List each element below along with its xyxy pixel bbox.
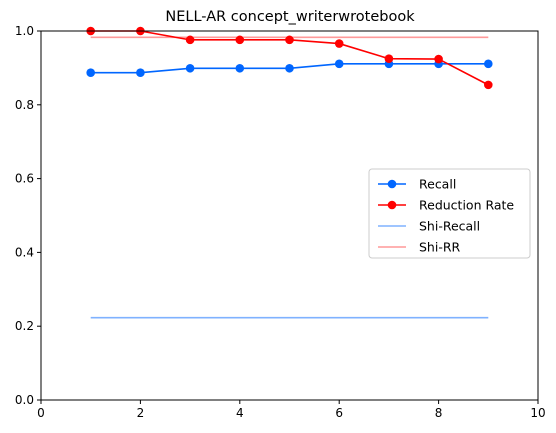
x-axis: 0 2 4 6 8 10 bbox=[37, 400, 546, 420]
x-tick-label: 0 bbox=[37, 406, 45, 420]
data-point-recall bbox=[285, 63, 294, 73]
data-point-reduction-rate bbox=[285, 35, 294, 45]
data-point-recall bbox=[235, 63, 245, 73]
y-tick-label: 0.4 bbox=[15, 245, 34, 259]
series-layer bbox=[86, 26, 493, 319]
y-tick-label: 0.0 bbox=[15, 393, 34, 407]
legend-label-reduction-rate: Reduction Rate bbox=[419, 198, 514, 213]
data-point-recall bbox=[185, 63, 195, 73]
x-tick-label: 10 bbox=[530, 406, 545, 420]
data-point-reduction-rate bbox=[185, 35, 195, 45]
y-tick-label: 0.8 bbox=[15, 98, 34, 112]
x-tick-label: 8 bbox=[435, 406, 443, 420]
data-point-recall bbox=[136, 68, 145, 77]
legend-marker-recall bbox=[387, 179, 397, 189]
x-tick-label: 4 bbox=[236, 406, 244, 420]
y-tick-label: 0.6 bbox=[15, 172, 34, 186]
data-point-reduction-rate bbox=[434, 54, 443, 64]
legend-frame bbox=[368, 168, 531, 259]
y-tick-label: 1.0 bbox=[15, 24, 34, 38]
data-point-recall bbox=[86, 68, 95, 77]
data-point-reduction-rate bbox=[384, 54, 394, 63]
y-tick-label: 0.2 bbox=[15, 319, 34, 333]
legend-marker-reduction-rate bbox=[387, 200, 397, 210]
data-point-reduction-rate bbox=[334, 39, 344, 48]
data-point-reduction-rate bbox=[235, 35, 245, 45]
legend-label-shi-rr: Shi-RR bbox=[419, 240, 461, 255]
legend-label-shi-recall: Shi-Recall bbox=[419, 219, 480, 234]
legend: Recall Reduction Rate Shi-Recall Shi-RR bbox=[368, 168, 531, 259]
x-tick-label: 6 bbox=[335, 406, 343, 420]
data-point-reduction-rate bbox=[484, 80, 493, 90]
axes-frame bbox=[40, 30, 539, 401]
data-point-recall bbox=[334, 59, 344, 69]
data-point-recall bbox=[484, 59, 493, 69]
legend-label-recall: Recall bbox=[419, 177, 456, 192]
y-axis: 0.0 0.2 0.4 0.6 0.8 1.0 bbox=[15, 24, 41, 407]
x-tick-label: 2 bbox=[137, 406, 145, 420]
chart-title: NELL-AR concept_writerwrotebook bbox=[165, 9, 415, 25]
